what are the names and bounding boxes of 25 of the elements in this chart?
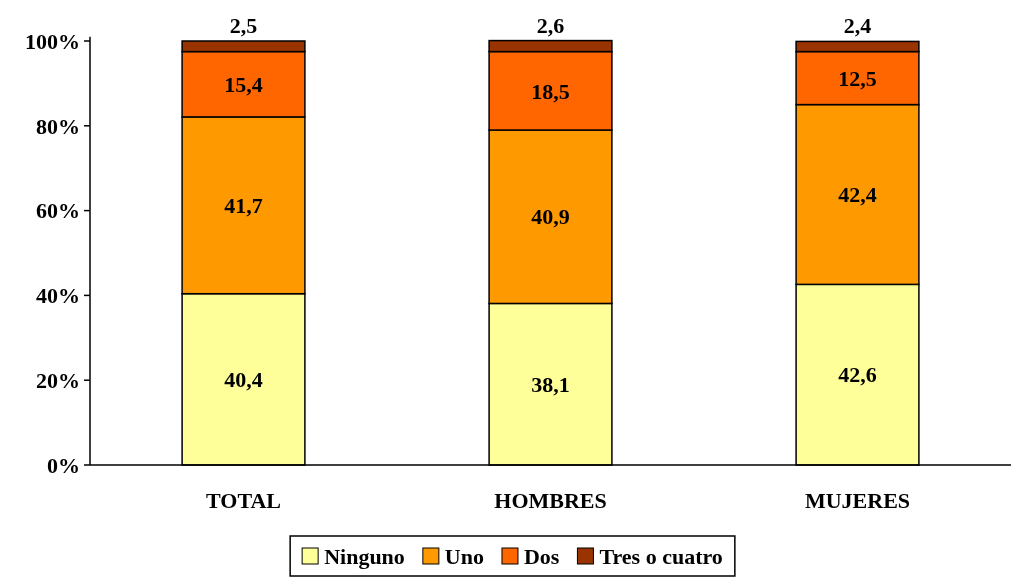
y-tick-label: 40% [36, 283, 80, 309]
data-label: 40,4 [224, 367, 263, 393]
y-tick-label: 80% [36, 113, 80, 139]
y-tick-label: 60% [36, 198, 80, 224]
y-tick-label: 20% [36, 367, 80, 393]
data-label: 2,5 [229, 13, 258, 38]
data-label: 38,1 [531, 371, 570, 397]
y-tick-label: 0% [47, 452, 80, 478]
legend-label: Tres o cuatro [599, 543, 723, 569]
x-tick-label: TOTAL [206, 488, 281, 513]
data-label: 42,4 [838, 182, 877, 208]
y-tick-label: 100% [25, 28, 80, 54]
x-tick-label: HOMBRES [494, 488, 607, 513]
legend-label: Uno [444, 543, 484, 569]
legend-label: Dos [523, 543, 560, 569]
data-label: 2,6 [536, 12, 565, 38]
data-label: 2,4 [843, 13, 872, 39]
x-tick-label: MUJERES [804, 488, 911, 513]
data-label: 41,7 [224, 193, 263, 218]
legend-label: Ninguno [324, 543, 405, 569]
data-label: 12,5 [838, 65, 877, 91]
data-label: 40,9 [531, 204, 570, 230]
data-label: 18,5 [531, 78, 570, 104]
data-label: 15,4 [224, 71, 263, 97]
data-label: 42,6 [838, 362, 877, 388]
